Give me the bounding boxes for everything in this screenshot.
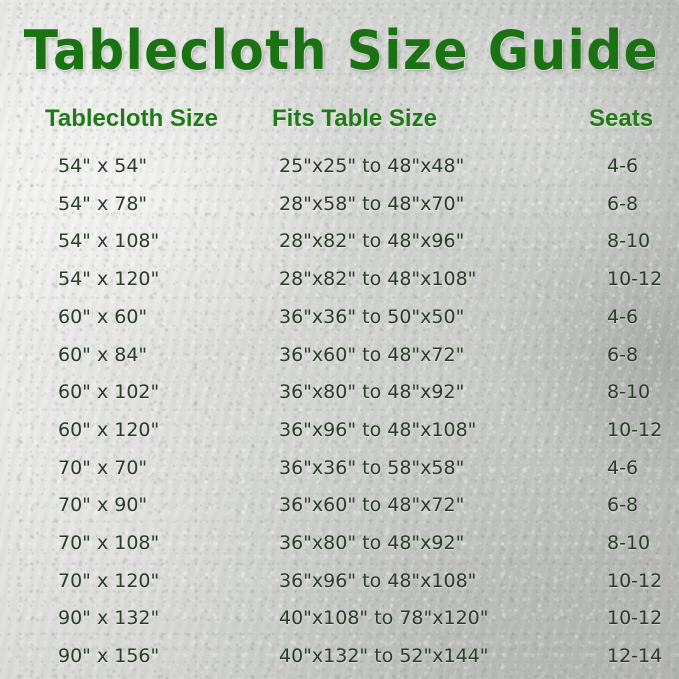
cell-fits-table-size: 28"x82" to 48"x96" — [279, 230, 465, 253]
cell-fits-table-size: 28"x58" to 48"x70" — [279, 192, 465, 215]
cell-tablecloth-size: 70" x 120" — [58, 569, 160, 592]
column-header-tablecloth-size: Tablecloth Size — [45, 105, 218, 132]
cell-tablecloth-size: 70" x 70" — [58, 456, 148, 479]
cell-seats: 10-12 — [607, 607, 663, 630]
column-header-fits-table-size: Fits Table Size — [272, 105, 437, 132]
cell-tablecloth-size: 60" x 120" — [58, 418, 160, 441]
cell-tablecloth-size: 54" x 120" — [58, 268, 160, 291]
table-row: 60" x 120" 36"x96" to 48"x108" 10-12 — [0, 412, 679, 450]
cell-seats: 12-14 — [607, 645, 663, 668]
cell-seats: 6-8 — [607, 343, 639, 366]
table-row: 70" x 70" 36"x36" to 58"x58" 4-6 — [0, 450, 679, 488]
cell-seats: 8-10 — [607, 532, 651, 555]
table-row: 54" x 78" 28"x58" to 48"x70" 6-8 — [0, 186, 679, 224]
table-row: 60" x 84" 36"x60" to 48"x72" 6-8 — [0, 337, 679, 375]
table-header: Tablecloth Size Fits Table Size Seats — [0, 104, 679, 148]
cell-seats: 6-8 — [607, 192, 639, 215]
cell-tablecloth-size: 70" x 108" — [58, 532, 160, 555]
table-row: 60" x 102" 36"x80" to 48"x92" 8-10 — [0, 374, 679, 412]
table-row: 70" x 108" 36"x80" to 48"x92" 8-10 — [0, 525, 679, 563]
cell-tablecloth-size: 54" x 54" — [58, 155, 148, 177]
table-row: 70" x 120" 36"x96" to 48"x108" 10-12 — [0, 563, 679, 601]
cell-tablecloth-size: 60" x 102" — [58, 381, 160, 404]
cell-tablecloth-size: 54" x 78" — [58, 192, 148, 215]
cell-tablecloth-size: 90" x 132" — [58, 607, 160, 630]
table-row: 90" x 156" 40"x132" to 52"x144" 12-14 — [0, 638, 679, 676]
cell-tablecloth-size: 60" x 84" — [58, 343, 148, 366]
cell-seats: 4-6 — [607, 456, 639, 479]
cell-fits-table-size: 40"x132" to 52"x144" — [279, 645, 489, 668]
cell-seats: 10-12 — [607, 418, 663, 441]
table-body: 54" x 54" 25"x25" to 48"x48" 4-6 54" x 78" 2… — [0, 148, 679, 676]
table-row: 70" x 90" 36"x60" to 48"x72" 6-8 — [0, 487, 679, 525]
cell-fits-table-size: 40"x108" to 78"x120" — [279, 607, 489, 630]
table-row: 54" x 54" 25"x25" to 48"x48" 4-6 — [0, 148, 679, 186]
size-guide-table: Tablecloth Size Fits Table Size Seats 54… — [0, 104, 679, 676]
cell-tablecloth-size: 70" x 90" — [58, 494, 148, 517]
page-title: Tablecloth Size Guide — [23, 19, 660, 82]
cell-fits-table-size: 36"x36" to 58"x58" — [279, 456, 465, 479]
cell-tablecloth-size: 60" x 60" — [58, 305, 148, 328]
cell-fits-table-size: 36"x96" to 48"x108" — [279, 569, 477, 592]
cell-seats: 4-6 — [607, 155, 639, 177]
table-header-row: Tablecloth Size Fits Table Size Seats — [0, 104, 679, 148]
table-row: 54" x 108" 28"x82" to 48"x96" 8-10 — [0, 223, 679, 261]
cell-fits-table-size: 28"x82" to 48"x108" — [279, 268, 477, 291]
table-row: 90" x 132" 40"x108" to 78"x120" 10-12 — [0, 600, 679, 638]
cell-fits-table-size: 25"x25" to 48"x48" — [279, 155, 465, 177]
cell-fits-table-size: 36"x60" to 48"x72" — [279, 494, 465, 517]
cell-fits-table-size: 36"x96" to 48"x108" — [279, 418, 477, 441]
cell-fits-table-size: 36"x60" to 48"x72" — [279, 343, 465, 366]
cell-seats: 6-8 — [607, 494, 639, 517]
cell-seats: 10-12 — [607, 569, 663, 592]
cell-fits-table-size: 36"x80" to 48"x92" — [279, 532, 465, 555]
table-row: 60" x 60" 36"x36" to 50"x50" 4-6 — [0, 299, 679, 337]
cell-tablecloth-size: 90" x 156" — [58, 645, 160, 668]
cell-tablecloth-size: 54" x 108" — [58, 230, 160, 253]
cell-fits-table-size: 36"x36" to 50"x50" — [279, 305, 465, 328]
table-row: 54" x 120" 28"x82" to 48"x108" 10-12 — [0, 261, 679, 299]
cell-seats: 4-6 — [607, 305, 639, 328]
cell-seats: 8-10 — [607, 381, 651, 404]
cell-seats: 8-10 — [607, 230, 651, 253]
cell-fits-table-size: 36"x80" to 48"x92" — [279, 381, 465, 404]
cell-seats: 10-12 — [607, 268, 663, 291]
column-header-seats: Seats — [589, 105, 654, 132]
